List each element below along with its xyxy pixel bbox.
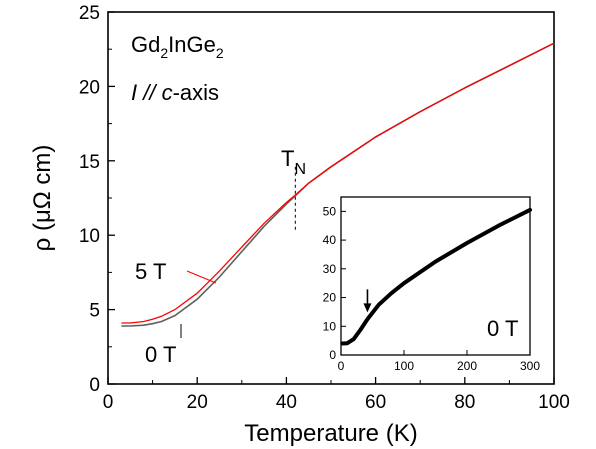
y-tick-label: 5 [89,301,100,322]
y-tick-label: 10 [79,226,100,247]
y-tick-label: 0 [89,375,100,396]
x-tick-label: 0 [103,392,114,413]
x-axis-title: Temperature (K) [244,420,417,447]
y-axis-title: ρ (μΩ cm) [29,145,56,252]
inset-y-ticks: 0 10 20 30 40 50 [323,204,346,362]
series-5t-line [121,42,555,324]
y-tick-label: 15 [79,152,100,173]
inset-y-tick-label: 20 [323,291,337,305]
label-5t: 5 T [135,259,166,284]
x-tick-label: 100 [538,392,570,413]
inset-x-tick-label: 200 [457,359,477,373]
label-5t-pointer [186,270,217,284]
inset-field-label: 0 T [487,316,518,341]
inset-x-tick-label: 100 [394,359,414,373]
inset-series-line [340,207,532,346]
inset-y-tick-label: 0 [329,348,336,362]
inset-background [341,197,530,355]
inset-x-ticks: 0 100 200 300 [338,350,540,373]
orientation-label: I // c-axis [131,80,219,105]
arrow-head [363,303,372,313]
inset-x-tick-label: 300 [520,359,540,373]
x-tick-label: 60 [365,392,386,413]
main-x-ticks: 0 20 40 60 80 100 [103,377,570,413]
inset-x-tick-label: 0 [338,359,345,373]
label-0t: 0 T [145,342,176,367]
inset-plot: 0 100 200 300 0 10 20 30 40 50 0 T [323,196,540,373]
transition-arrow [363,289,372,313]
y-tick-label: 20 [79,77,100,98]
x-tick-label: 20 [187,392,208,413]
compound-label: Gd2InGe2 [131,32,224,61]
inset-y-tick-label: 30 [323,262,337,276]
x-tick-label: 80 [454,392,475,413]
inset-series [340,207,532,346]
inset-y-tick-label: 40 [323,233,337,247]
inset-y-tick-label: 10 [323,319,337,333]
y-tick-label: 25 [79,3,100,24]
x-tick-label: 40 [276,392,297,413]
tn-label: TN [281,146,306,178]
main-series [121,42,555,327]
inset-frame [340,196,531,356]
inset-y-tick-label: 50 [323,204,337,218]
main-y-ticks: 0 5 10 15 20 25 [79,3,115,396]
